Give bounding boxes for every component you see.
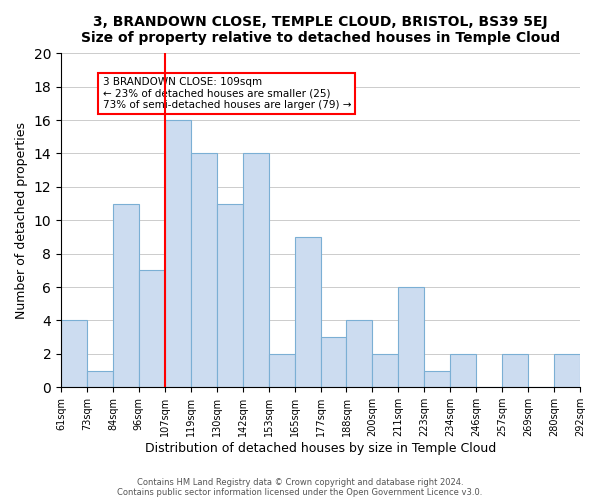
Bar — [295, 237, 320, 387]
Bar — [242, 154, 269, 387]
Bar — [269, 354, 295, 387]
Text: Contains HM Land Registry data © Crown copyright and database right 2024.
Contai: Contains HM Land Registry data © Crown c… — [118, 478, 482, 497]
Bar — [373, 354, 398, 387]
Bar — [450, 354, 476, 387]
Y-axis label: Number of detached properties: Number of detached properties — [15, 122, 28, 319]
Bar — [191, 154, 217, 387]
Bar — [139, 270, 165, 387]
Bar — [217, 204, 242, 387]
Bar — [424, 370, 450, 387]
Bar — [502, 354, 528, 387]
Bar — [113, 204, 139, 387]
Text: 3 BRANDOWN CLOSE: 109sqm
← 23% of detached houses are smaller (25)
73% of semi-d: 3 BRANDOWN CLOSE: 109sqm ← 23% of detach… — [103, 76, 351, 110]
Bar — [398, 287, 424, 387]
Bar — [87, 370, 113, 387]
Bar — [554, 354, 580, 387]
X-axis label: Distribution of detached houses by size in Temple Cloud: Distribution of detached houses by size … — [145, 442, 496, 455]
Bar — [165, 120, 191, 387]
Bar — [346, 320, 373, 387]
Title: 3, BRANDOWN CLOSE, TEMPLE CLOUD, BRISTOL, BS39 5EJ
Size of property relative to : 3, BRANDOWN CLOSE, TEMPLE CLOUD, BRISTOL… — [81, 15, 560, 45]
Bar — [61, 320, 87, 387]
Bar — [320, 337, 346, 387]
